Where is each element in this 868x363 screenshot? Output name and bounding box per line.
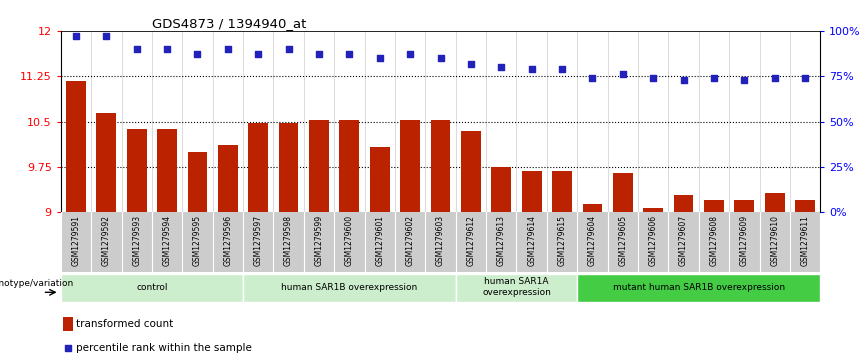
Bar — [613, 173, 633, 212]
Point — [525, 66, 539, 72]
Point — [130, 46, 144, 52]
Point — [586, 75, 600, 81]
Point — [161, 46, 174, 52]
Bar — [339, 121, 359, 212]
Bar — [63, 317, 73, 331]
Bar — [582, 204, 602, 212]
Text: GSM1279602: GSM1279602 — [405, 215, 415, 266]
Point — [404, 52, 418, 57]
Text: GSM1279599: GSM1279599 — [314, 215, 324, 266]
Bar — [577, 274, 820, 302]
Text: human SAR1A
overexpression: human SAR1A overexpression — [482, 277, 551, 297]
Bar — [187, 152, 207, 212]
Point — [282, 46, 296, 52]
Text: GSM1279595: GSM1279595 — [193, 215, 202, 266]
Text: GSM1279609: GSM1279609 — [740, 215, 749, 266]
Text: GSM1279596: GSM1279596 — [223, 215, 233, 266]
Point — [495, 64, 509, 70]
Text: mutant human SAR1B overexpression: mutant human SAR1B overexpression — [613, 282, 785, 291]
Bar — [431, 121, 450, 212]
Text: GSM1279612: GSM1279612 — [466, 215, 476, 266]
Text: GSM1279593: GSM1279593 — [132, 215, 141, 266]
Bar — [461, 131, 481, 212]
Text: GSM1279603: GSM1279603 — [436, 215, 445, 266]
Text: GSM1279611: GSM1279611 — [800, 215, 810, 266]
Text: GSM1279615: GSM1279615 — [557, 215, 567, 266]
Bar — [66, 81, 86, 212]
Bar — [370, 147, 390, 212]
Point — [434, 55, 448, 61]
Text: genotype/variation: genotype/variation — [0, 278, 74, 287]
Point — [69, 33, 83, 39]
Bar — [157, 130, 177, 212]
Bar — [643, 208, 663, 212]
Bar — [218, 144, 238, 212]
Bar — [456, 274, 577, 302]
Bar — [248, 123, 268, 212]
Point — [312, 52, 326, 57]
Point — [799, 75, 812, 81]
Text: GSM1279613: GSM1279613 — [496, 215, 506, 266]
Text: GSM1279594: GSM1279594 — [162, 215, 172, 266]
Point — [191, 52, 205, 57]
Bar — [400, 121, 420, 212]
Text: transformed count: transformed count — [76, 319, 174, 329]
Text: GSM1279604: GSM1279604 — [588, 215, 597, 266]
Text: GSM1279607: GSM1279607 — [679, 215, 688, 266]
Text: GSM1279598: GSM1279598 — [284, 215, 293, 266]
Text: GDS4873 / 1394940_at: GDS4873 / 1394940_at — [152, 17, 306, 30]
Bar — [491, 167, 511, 212]
Point — [220, 46, 234, 52]
Point — [677, 77, 691, 83]
Bar — [795, 200, 815, 212]
Bar — [704, 200, 724, 212]
Point — [738, 77, 752, 83]
Point — [647, 75, 661, 81]
Bar — [309, 121, 329, 212]
Point — [616, 72, 630, 77]
Point — [707, 75, 721, 81]
Text: GSM1279591: GSM1279591 — [71, 215, 81, 266]
Point — [373, 55, 387, 61]
Text: GSM1279597: GSM1279597 — [253, 215, 263, 266]
Point — [464, 61, 478, 66]
Bar — [522, 171, 542, 212]
Text: control: control — [136, 282, 168, 291]
Bar — [674, 195, 694, 212]
Point — [380, 229, 394, 235]
Point — [100, 33, 113, 39]
Text: GSM1279608: GSM1279608 — [709, 215, 719, 266]
Bar — [96, 113, 116, 212]
Text: GSM1279600: GSM1279600 — [345, 215, 354, 266]
Text: percentile rank within the sample: percentile rank within the sample — [76, 343, 253, 353]
Bar — [61, 274, 243, 302]
Text: GSM1279610: GSM1279610 — [770, 215, 779, 266]
Bar — [734, 200, 754, 212]
Bar — [243, 274, 456, 302]
Bar — [552, 171, 572, 212]
Bar — [127, 129, 147, 212]
Point — [252, 52, 266, 57]
Text: GSM1279614: GSM1279614 — [527, 215, 536, 266]
Text: GSM1279601: GSM1279601 — [375, 215, 385, 266]
Text: GSM1279606: GSM1279606 — [648, 215, 658, 266]
Point — [768, 75, 782, 81]
Text: GSM1279605: GSM1279605 — [618, 215, 628, 266]
Text: human SAR1B overexpression: human SAR1B overexpression — [281, 282, 418, 291]
Bar — [765, 193, 785, 212]
Bar — [279, 123, 299, 212]
Point — [343, 52, 357, 57]
Text: GSM1279592: GSM1279592 — [102, 215, 111, 266]
Point — [556, 66, 569, 72]
